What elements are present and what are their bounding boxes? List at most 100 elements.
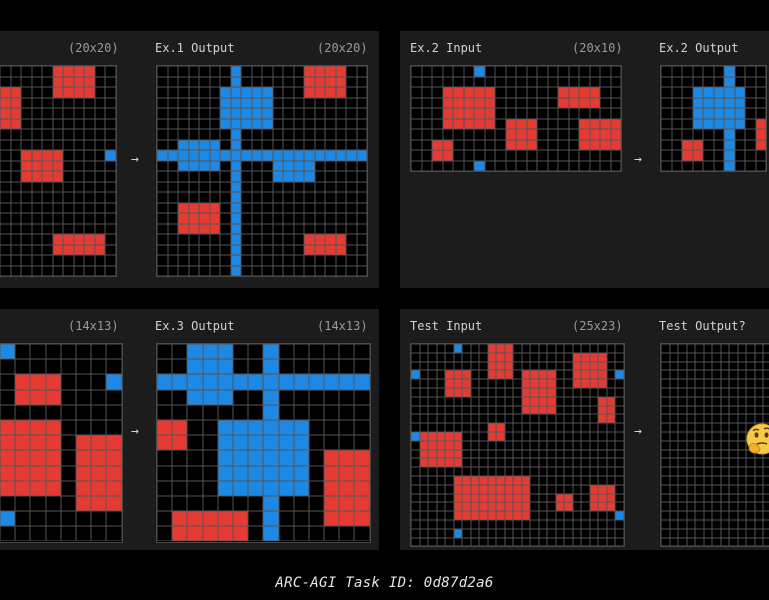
grid-cell	[661, 150, 672, 161]
grid-cell	[474, 129, 485, 140]
grid-cell	[712, 344, 721, 353]
grid-cell	[737, 458, 746, 468]
grid-cell	[598, 511, 607, 520]
grid-cell	[538, 537, 547, 547]
grid-cell	[202, 359, 218, 375]
grid-cell	[703, 502, 712, 512]
grid-cell	[0, 129, 11, 140]
grid-cell	[487, 502, 496, 512]
grid-cell	[45, 495, 61, 512]
test-output-grid[interactable]	[660, 342, 769, 548]
grid-cell	[432, 118, 443, 129]
grid-cell	[91, 344, 107, 360]
grid-cell	[495, 76, 506, 87]
grid-cell	[428, 361, 437, 371]
grid-cell	[419, 352, 428, 362]
grid-cell	[31, 265, 42, 276]
grid-cell	[157, 511, 173, 527]
grid-cell	[354, 480, 370, 496]
grid-cell	[737, 467, 746, 476]
grid-cell	[686, 396, 695, 406]
grid-cell	[30, 404, 46, 420]
grid-cell	[521, 484, 530, 494]
grid-cell	[157, 223, 168, 234]
grid-cell	[354, 344, 370, 360]
grid-cell	[572, 475, 581, 485]
grid-cell	[263, 495, 279, 512]
grid-cell	[513, 387, 522, 397]
grid-cell	[178, 66, 189, 77]
grid-cell	[60, 465, 76, 481]
grid-cell	[445, 405, 454, 415]
grid-cell	[703, 139, 714, 150]
grid-cell	[0, 87, 11, 98]
grid-cell	[513, 493, 522, 503]
grid-cell	[442, 139, 453, 150]
grid-cell	[479, 475, 488, 485]
grid-cell	[105, 160, 116, 171]
grid-cell	[462, 379, 471, 388]
grid-cell	[606, 396, 615, 406]
grid-cell	[530, 361, 539, 371]
grid-cell	[487, 361, 496, 371]
grid-cell	[232, 435, 249, 451]
grid-cell	[555, 344, 564, 353]
grid-cell	[453, 431, 462, 441]
grid-cell	[763, 537, 769, 547]
grid-cell	[63, 129, 74, 140]
grid-cell	[442, 66, 453, 77]
grid-cell	[241, 181, 252, 192]
grid-cell	[31, 234, 42, 245]
grid-cell	[474, 108, 485, 119]
grid-cell	[555, 431, 564, 441]
grid-cell	[598, 537, 607, 547]
grid-cell	[538, 361, 547, 371]
grid-cell	[411, 458, 420, 468]
grid-cell	[487, 423, 496, 432]
grid-cell	[669, 423, 678, 432]
grid-cell	[314, 244, 325, 255]
grid-cell	[734, 97, 745, 108]
grid-cell	[530, 344, 539, 353]
grid-cell	[661, 87, 672, 98]
grid-cell	[428, 423, 437, 432]
grid-cell	[453, 484, 462, 494]
grid-cell	[421, 76, 432, 87]
grid-cell	[695, 511, 704, 520]
grid-cell	[411, 344, 420, 353]
grid-cell	[75, 359, 92, 375]
grid-cell	[0, 495, 16, 512]
grid-cell	[530, 440, 539, 450]
grid-cell	[356, 87, 367, 98]
grid-cell	[263, 480, 279, 496]
grid-cell	[606, 528, 615, 538]
grid-cell	[346, 97, 357, 108]
grid-cell	[339, 450, 355, 466]
grid-cell	[167, 66, 178, 77]
grid-cell	[178, 129, 189, 140]
grid-cell	[45, 526, 61, 542]
grid-cell	[598, 440, 607, 450]
ex1-input-size: (20x20)	[68, 41, 119, 55]
grid-cell	[339, 526, 355, 542]
grid-cell	[526, 76, 537, 87]
grid-cell	[262, 150, 273, 161]
grid-cell	[763, 387, 769, 397]
grid-cell	[453, 414, 462, 424]
grid-cell	[356, 234, 367, 245]
grid-cell	[589, 458, 598, 468]
grid-cell	[172, 359, 188, 375]
grid-cell	[262, 213, 273, 224]
grid-cell	[419, 370, 428, 380]
grid-cell	[354, 359, 370, 375]
grid-cell	[248, 495, 264, 512]
grid-cell	[671, 87, 682, 98]
grid-cell	[217, 419, 233, 436]
grid-cell	[572, 519, 581, 529]
grid-cell	[462, 519, 471, 529]
grid-cell	[84, 76, 95, 87]
grid-cell	[45, 404, 61, 420]
grid-cell	[746, 396, 755, 406]
grid-cell	[589, 87, 600, 98]
grid-cell	[737, 344, 746, 353]
